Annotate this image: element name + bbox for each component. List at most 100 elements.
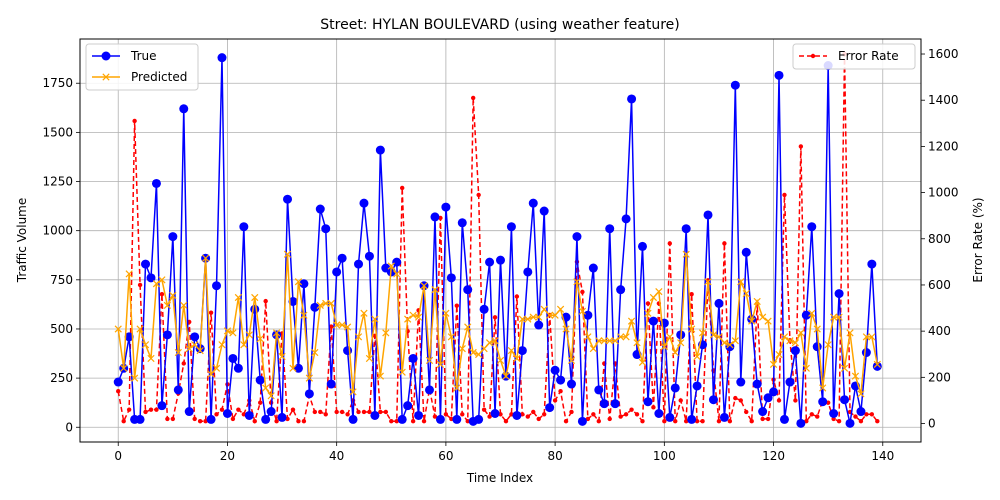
y-tick-label: 1250: [42, 175, 73, 189]
y2-tick-label: 0: [928, 417, 936, 431]
error-rate-point: [481, 407, 487, 412]
predicted-point: [343, 323, 352, 331]
true-point: [310, 302, 320, 312]
predicted-point: [769, 360, 778, 368]
true-point: [665, 412, 675, 422]
error-rate-point: [640, 419, 645, 424]
true-point: [796, 418, 806, 428]
true-point: [457, 218, 467, 228]
predicted-point: [404, 315, 412, 323]
predicted-point: [360, 309, 368, 317]
true-point: [124, 332, 134, 342]
y-tick-label: 1000: [42, 224, 73, 238]
predicted-point: [835, 313, 843, 321]
true-point: [534, 320, 544, 330]
true-point: [566, 379, 576, 389]
predicted-point: [185, 344, 193, 353]
predicted-point: [464, 323, 472, 331]
error-rate-point: [219, 407, 225, 412]
true-point: [375, 145, 385, 155]
predicted-point: [819, 384, 827, 392]
error-rate-point: [192, 416, 197, 422]
predicted-point: [333, 321, 341, 329]
error-rate-point: [312, 409, 318, 415]
predicted-point: [671, 348, 679, 357]
true-point: [463, 285, 473, 295]
error-rate-point: [383, 409, 389, 415]
true-point: [414, 410, 424, 420]
error-rate-point: [296, 419, 301, 424]
true-point: [359, 198, 369, 208]
predicted-point: [584, 333, 592, 341]
predicted-point: [158, 276, 166, 284]
error-rate-point: [815, 414, 820, 419]
true-point: [135, 414, 145, 424]
true-point: [408, 353, 418, 363]
predicted-point: [851, 372, 860, 380]
error-rate-point: [329, 324, 334, 329]
y2-axis-label: Error Rate (%): [971, 197, 985, 282]
true-point: [441, 202, 451, 212]
true-point: [807, 222, 817, 232]
error-rate-point: [126, 407, 132, 412]
true-point: [184, 407, 194, 417]
true-point: [840, 395, 850, 405]
true-point: [446, 273, 456, 283]
true-point: [774, 70, 784, 80]
true-point: [435, 414, 445, 424]
error-rate-point: [290, 407, 296, 412]
true-point: [239, 222, 249, 232]
true-point: [692, 381, 702, 391]
predicted-point: [272, 329, 281, 337]
predicted-point: [698, 329, 707, 337]
legend-right: Error Rate: [792, 43, 916, 70]
x-axis-label: Time Index: [466, 471, 533, 485]
predicted-point: [480, 344, 488, 353]
true-point: [818, 397, 828, 407]
error-rate-point: [667, 241, 672, 246]
true-point: [222, 408, 232, 418]
true-point: [719, 412, 729, 422]
true-point: [299, 279, 309, 289]
error-rate-point: [400, 185, 405, 191]
predicted-point: [229, 329, 237, 337]
predicted-point: [305, 374, 313, 382]
predicted-point: [507, 346, 516, 355]
predicted-point: [638, 358, 647, 367]
error-rate-point: [345, 412, 350, 417]
error-rate-point: [460, 412, 465, 417]
error-rate-point: [585, 416, 591, 422]
x-tick-label: 40: [329, 449, 344, 463]
true-point: [872, 361, 882, 371]
true-point: [572, 232, 582, 242]
predicted-point: [469, 348, 477, 357]
error-rate-point: [236, 407, 241, 412]
predicted-point: [775, 350, 783, 359]
error-rate-point: [673, 419, 678, 424]
true-point: [769, 387, 779, 397]
predicted-point: [682, 250, 690, 258]
predicted-point: [420, 282, 428, 290]
error-rate-point: [733, 395, 738, 401]
x-tick-label: 80: [547, 449, 562, 463]
true-point: [627, 94, 637, 104]
predicted-point: [862, 333, 871, 341]
error-rate-point: [258, 400, 263, 405]
error-rate-point: [722, 241, 727, 246]
error-rate-point: [170, 416, 176, 422]
predicted-point: [644, 309, 652, 317]
predicted-point: [485, 339, 494, 347]
true-point: [173, 385, 183, 395]
predicted-point: [240, 341, 248, 349]
predicted-point: [829, 313, 838, 321]
true-point: [255, 375, 265, 385]
predicted-point: [551, 311, 559, 319]
true-point: [856, 407, 866, 417]
y2-tick-label: 600: [928, 278, 951, 292]
error-rate-point: [165, 416, 170, 422]
predicted-point: [693, 352, 701, 361]
predicted-point: [223, 327, 232, 335]
true-point: [332, 267, 342, 277]
true-point: [277, 412, 287, 422]
error-rate-point: [503, 419, 509, 424]
